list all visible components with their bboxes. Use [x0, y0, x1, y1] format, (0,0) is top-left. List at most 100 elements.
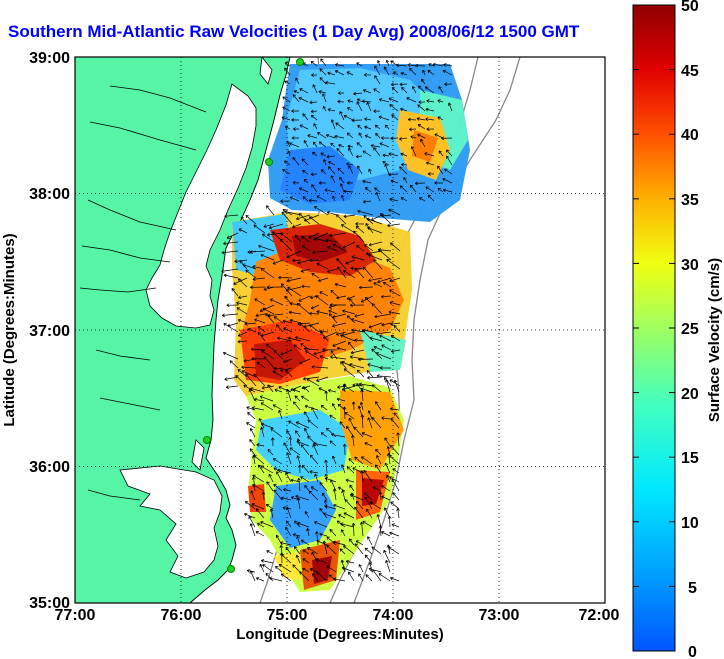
velocity-arrow — [320, 58, 327, 67]
velocity-arrow — [434, 181, 443, 185]
velocity-arrow — [339, 183, 345, 193]
velocity-arrow — [417, 104, 426, 112]
velocity-arrow — [337, 403, 346, 411]
velocity-arrow — [250, 285, 266, 290]
velocity-arrow — [386, 474, 391, 483]
velocity-arrow — [363, 469, 373, 483]
velocity-arrow — [327, 166, 336, 175]
velocity-arrow — [348, 417, 355, 429]
velocity-arrow — [301, 245, 311, 252]
velocity-arrow — [278, 409, 283, 420]
velocity-arrow — [444, 82, 453, 87]
velocity-arrow — [300, 444, 310, 456]
velocity-arrow — [298, 295, 311, 302]
velocity-arrow — [280, 232, 293, 243]
velocity-arrow — [434, 133, 444, 139]
velocity-arrow — [437, 99, 444, 103]
velocity-arrow — [309, 454, 319, 465]
velocity-arrow — [361, 99, 372, 104]
velocity-arrow — [389, 379, 401, 387]
velocity-arrow — [388, 310, 401, 315]
velocity-arrow — [366, 101, 372, 112]
velocity-arrow — [364, 117, 372, 121]
velocity-arrow — [253, 454, 265, 465]
velocity-arrow — [306, 528, 310, 537]
velocity-arrow — [376, 60, 381, 67]
velocity-arrow — [310, 486, 319, 492]
velocity-arrow — [295, 77, 300, 85]
velocity-arrow — [391, 114, 399, 121]
velocity-arrow — [389, 277, 401, 283]
velocity-arrow — [361, 432, 373, 438]
velocity-arrow — [276, 324, 284, 333]
velocity-arrow — [425, 186, 435, 193]
velocity-arrow — [249, 448, 256, 456]
velocity-arrow — [409, 67, 417, 76]
velocity-arrow — [260, 465, 274, 474]
velocity-arrow — [279, 544, 284, 555]
velocity-arrow — [334, 70, 345, 76]
velocity-arrow — [273, 316, 284, 324]
velocity-arrow — [389, 289, 401, 297]
velocity-arrow — [221, 313, 239, 318]
velocity-arrow — [355, 540, 364, 546]
velocity-arrow — [438, 86, 444, 94]
chesapeake-bay — [145, 83, 257, 329]
velocity-arrow — [301, 284, 311, 289]
velocity-arrow — [257, 331, 266, 342]
velocity-arrow — [251, 406, 265, 411]
velocity-arrow — [310, 172, 318, 177]
velocity-arrow — [328, 313, 338, 324]
velocity-arrow — [354, 506, 364, 519]
velocity-arrow — [236, 307, 248, 315]
velocity-arrow — [365, 574, 373, 582]
velocity-arrow — [363, 215, 374, 225]
velocity-arrow — [292, 533, 301, 537]
velocity-arrow — [347, 144, 354, 149]
colorbar-tick: 50 — [681, 0, 699, 15]
velocity-arrow — [280, 349, 293, 356]
velocity-arrow — [263, 356, 275, 369]
velocity-arrow — [237, 339, 248, 344]
velocity-arrow — [390, 501, 400, 510]
velocity-arrow — [261, 350, 275, 360]
velocity-arrow — [225, 385, 239, 389]
velocity-arrow — [364, 547, 373, 555]
colorbar-tick: 40 — [681, 127, 699, 144]
colorbar-gradient — [632, 4, 676, 652]
velocity-arrow — [267, 384, 274, 393]
velocity-arrow — [362, 179, 372, 184]
velocity-arrow — [384, 124, 390, 130]
velocity-arrow — [367, 410, 373, 420]
colorbar-tick: 25 — [681, 321, 699, 338]
velocity-arrow — [354, 456, 364, 465]
velocity-arrow — [343, 214, 356, 219]
velocity-arrow — [330, 289, 338, 297]
velocity-arrow — [303, 386, 310, 393]
velocity-arrow — [263, 223, 275, 228]
velocity-arrow — [426, 99, 435, 103]
velocity-arrow — [373, 259, 383, 270]
velocity-arrow — [322, 105, 327, 112]
velocity-arrow — [245, 269, 257, 279]
velocity-arrow — [299, 322, 311, 333]
velocity-arrow — [350, 434, 355, 447]
velocity-arrow — [292, 388, 301, 393]
velocity-arrow — [366, 370, 374, 378]
velocity-arrow — [400, 107, 408, 112]
velocity-arrow — [223, 241, 239, 246]
velocity-arrow — [262, 564, 274, 573]
velocity-arrow — [315, 295, 329, 306]
velocity-arrow — [409, 127, 417, 132]
velocity-arrow — [393, 325, 401, 333]
velocity-arrow — [367, 417, 373, 429]
velocity-arrow — [316, 571, 328, 582]
velocity-arrow — [378, 525, 383, 537]
velocity-arrow — [318, 90, 327, 94]
velocity-arrow — [285, 369, 293, 378]
velocity-arrow — [342, 384, 355, 393]
velocity-arrow — [356, 62, 363, 67]
velocity-arrow — [223, 273, 239, 279]
pamlico-sound — [119, 465, 223, 579]
